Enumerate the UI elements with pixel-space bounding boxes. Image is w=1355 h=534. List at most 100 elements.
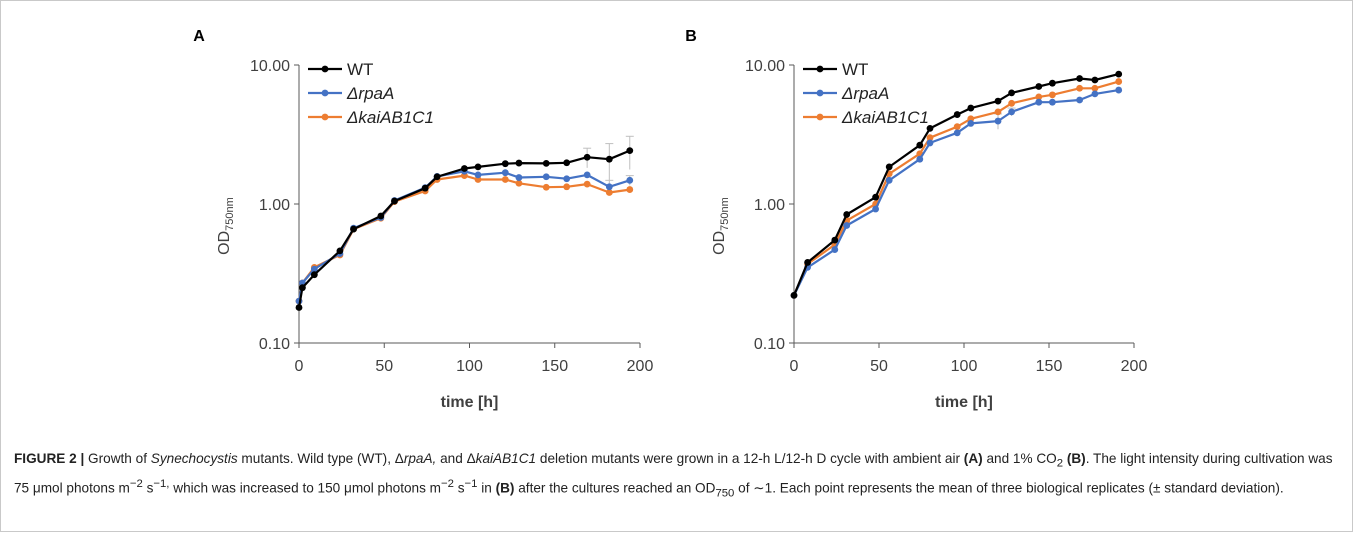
x-axis-title: time [h] xyxy=(935,394,993,411)
figure-caption: FIGURE 2 | Growth of Synechocystis mutan… xyxy=(14,449,1334,503)
data-point xyxy=(563,159,571,167)
data-point xyxy=(953,111,961,118)
caption-panel-ref: (B) xyxy=(495,480,515,496)
caption-text: and 1% CO xyxy=(982,451,1057,466)
y-tick-label: 10.00 xyxy=(250,58,290,75)
data-point xyxy=(515,159,523,167)
legend-swatch-marker xyxy=(816,113,824,121)
caption-figure-label: FIGURE 2 | xyxy=(14,451,85,466)
data-point xyxy=(1049,79,1056,87)
caption-panel-ref: (A) xyxy=(963,451,983,466)
x-tick-label: 50 xyxy=(870,358,888,375)
data-point xyxy=(926,139,934,147)
legend: WT ΔrpaA ΔkaiAB1C1 xyxy=(308,60,434,127)
data-point xyxy=(1091,76,1099,84)
data-point xyxy=(831,246,839,253)
legend-entry-label: WT xyxy=(347,60,373,79)
y-tick-label: 1.00 xyxy=(754,197,785,214)
caption-text: s xyxy=(453,480,465,496)
data-point xyxy=(460,165,468,172)
caption-text: in xyxy=(477,480,496,496)
data-point xyxy=(804,259,811,266)
data-point xyxy=(295,304,303,311)
data-point xyxy=(885,163,893,171)
data-point xyxy=(605,189,613,196)
y-axis-title-sub: 750nm xyxy=(224,197,236,231)
data-point xyxy=(310,271,318,279)
x-axis-title: time [h] xyxy=(441,394,499,411)
data-point xyxy=(501,176,509,183)
legend-swatch-marker xyxy=(321,113,329,121)
caption-text: . The light intensity during cultivation… xyxy=(14,451,1333,496)
data-point xyxy=(831,236,839,244)
data-point xyxy=(299,284,306,292)
y-axis-title: OD750nm xyxy=(711,197,731,255)
y-axis-title-main: OD xyxy=(711,231,728,255)
caption-text: deletion mutants were grown in a 12-h L/… xyxy=(536,451,964,466)
x-tick-label: 100 xyxy=(456,358,483,375)
data-point xyxy=(605,155,613,163)
data-point xyxy=(391,197,398,205)
y-axis-title: OD750nm xyxy=(216,197,236,255)
x-tick-label: 150 xyxy=(1036,358,1063,375)
data-point xyxy=(967,104,975,112)
caption-superscript: −1 xyxy=(464,477,478,490)
data-point xyxy=(474,171,482,179)
y-axis-title-sub: 750nm xyxy=(719,197,731,231)
data-point xyxy=(872,205,879,213)
data-point xyxy=(872,193,879,201)
data-point xyxy=(926,124,934,132)
data-point xyxy=(843,211,851,218)
legend-swatch-marker xyxy=(816,65,824,73)
data-point xyxy=(1008,108,1015,116)
data-point xyxy=(605,183,613,191)
data-point xyxy=(583,171,591,179)
data-point xyxy=(310,265,318,273)
data-point xyxy=(1076,75,1083,82)
data-point xyxy=(994,97,1002,105)
y-axis-title-main: OD xyxy=(216,231,233,255)
data-point xyxy=(1091,90,1099,98)
caption-text: Growth of xyxy=(84,451,151,466)
legend-entry-label: ΔkaiAB1C1 xyxy=(346,108,434,127)
data-point xyxy=(953,129,961,137)
caption-mutant: kaiAB1C1 xyxy=(475,451,537,466)
data-point xyxy=(953,123,961,131)
series-line xyxy=(297,149,631,308)
x-tick-label: 50 xyxy=(375,358,393,375)
data-point xyxy=(421,184,429,192)
data-point xyxy=(563,175,571,183)
legend-swatch-marker xyxy=(321,65,329,73)
data-point xyxy=(501,160,509,168)
data-point xyxy=(1115,86,1123,94)
data-point xyxy=(583,153,591,161)
data-point xyxy=(474,176,482,183)
data-point xyxy=(1035,98,1043,106)
caption-text: which was increased to 150 μmol photons … xyxy=(169,480,442,496)
data-point xyxy=(1049,91,1056,99)
data-point xyxy=(1008,99,1015,107)
panel-label: B xyxy=(685,28,697,45)
data-point xyxy=(916,141,924,149)
data-point xyxy=(1035,93,1043,101)
data-point xyxy=(563,183,571,191)
data-point xyxy=(1091,84,1099,92)
data-point xyxy=(1008,89,1015,97)
data-point xyxy=(994,117,1002,125)
legend-entry-label: ΔkaiAB1C1 xyxy=(841,108,929,127)
caption-text: after the cultures reached an OD xyxy=(514,480,716,496)
caption-panel-ref: (B) xyxy=(1066,451,1086,466)
data-point xyxy=(433,173,441,181)
data-point xyxy=(377,212,385,220)
caption-subscript: 750 xyxy=(715,486,735,499)
data-point xyxy=(967,120,975,127)
data-point xyxy=(1076,84,1083,92)
y-tick-label: 0.10 xyxy=(754,336,785,353)
x-tick-label: 200 xyxy=(1121,358,1148,375)
caption-text: mutants. Wild type (WT), Δ xyxy=(237,451,404,466)
caption-superscript: −1, xyxy=(153,477,170,490)
data-point xyxy=(350,225,357,233)
x-tick-label: 0 xyxy=(790,358,799,375)
data-point xyxy=(1115,78,1123,85)
